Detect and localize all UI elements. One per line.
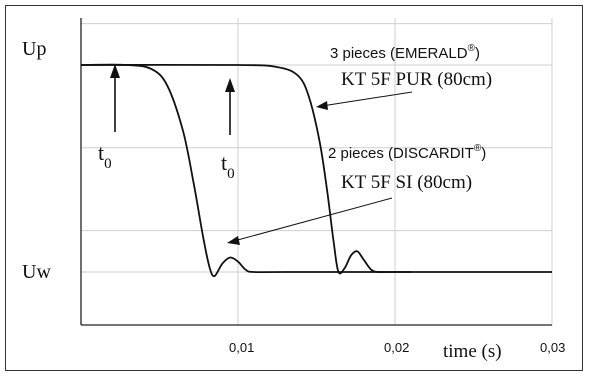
emerald-label-line2: KT 5F PUR (80cm) [341,69,492,90]
x-tick-0-02: 0,02 [384,340,409,355]
discardit-pointer-arrow [227,197,393,245]
chart-frame [5,5,583,371]
t0-arrow-1 [110,64,120,132]
y-tick-uw: Uw [22,261,51,283]
series-line-emerald [80,63,552,275]
t0-label-2: t0 [221,150,235,182]
discardit-label-line2: KT 5F SI (80cm) [341,172,472,193]
t0-label-1: t0 [98,140,112,172]
series-line-discardit [80,63,411,278]
y-tick-up: Up [22,38,46,60]
axes [80,18,552,326]
emerald-pointer-arrow [316,91,413,110]
x-axis-label: time (s) [443,341,502,362]
x-tick-0-03: 0,03 [540,340,565,355]
emerald-label-line1: 3 pieces (EMERALD®) [330,43,480,62]
discardit-label-line1: 2 pieces (DISCARDIT®) [328,143,486,162]
x-tick-0-01: 0,01 [229,340,254,355]
t0-arrow-2 [225,78,235,135]
